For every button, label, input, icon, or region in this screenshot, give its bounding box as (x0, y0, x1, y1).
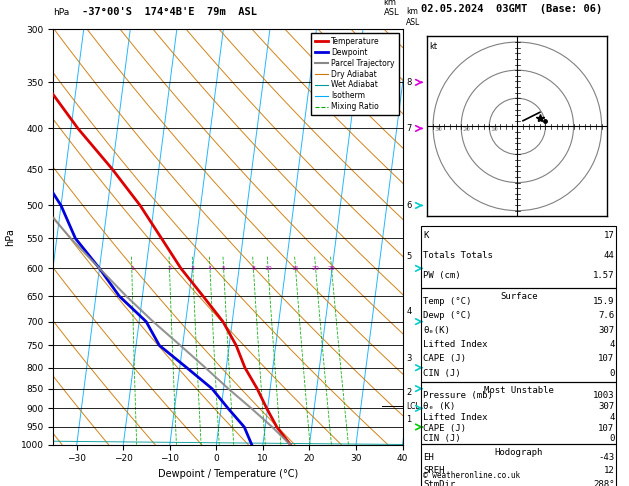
Text: 0: 0 (609, 369, 615, 378)
Text: 0: 0 (609, 434, 615, 443)
Text: SREH: SREH (423, 467, 445, 475)
Text: Hodograph: Hodograph (495, 448, 543, 457)
Text: 2: 2 (406, 388, 411, 397)
Text: 3: 3 (191, 266, 195, 271)
Legend: Temperature, Dewpoint, Parcel Trajectory, Dry Adiabat, Wet Adiabat, Isotherm, Mi: Temperature, Dewpoint, Parcel Trajectory… (311, 33, 399, 115)
Text: -43: -43 (598, 453, 615, 462)
Text: 1: 1 (406, 415, 411, 424)
Text: EH: EH (423, 453, 434, 462)
Text: Pressure (mb): Pressure (mb) (423, 391, 493, 400)
Text: Most Unstable: Most Unstable (484, 386, 554, 395)
Text: 4: 4 (406, 307, 411, 316)
Text: 44: 44 (604, 251, 615, 260)
Text: © weatheronline.co.uk: © weatheronline.co.uk (423, 471, 520, 480)
Text: Surface: Surface (500, 292, 538, 301)
Text: -37°00'S  174°4B'E  79m  ASL: -37°00'S 174°4B'E 79m ASL (82, 7, 257, 17)
Text: θₑ(K): θₑ(K) (423, 326, 450, 334)
Text: 30: 30 (435, 126, 442, 132)
Text: 4: 4 (208, 266, 212, 271)
Text: 02.05.2024  03GMT  (Base: 06): 02.05.2024 03GMT (Base: 06) (421, 3, 603, 14)
Text: 1.57: 1.57 (593, 271, 615, 279)
Text: 5: 5 (221, 266, 226, 271)
Text: 1003: 1003 (593, 391, 615, 400)
Text: 7.6: 7.6 (598, 311, 615, 320)
Text: 20: 20 (462, 126, 470, 132)
Text: LCL: LCL (406, 402, 420, 411)
Text: 4: 4 (609, 340, 615, 349)
Text: CAPE (J): CAPE (J) (423, 354, 466, 364)
Text: kt: kt (429, 42, 437, 51)
Text: K: K (423, 231, 429, 240)
Text: 1: 1 (130, 266, 134, 271)
Text: 4: 4 (609, 413, 615, 422)
Text: 8: 8 (406, 78, 411, 87)
X-axis label: Dewpoint / Temperature (°C): Dewpoint / Temperature (°C) (158, 469, 298, 479)
Text: Temp (°C): Temp (°C) (423, 296, 472, 306)
Text: CIN (J): CIN (J) (423, 369, 461, 378)
Text: CIN (J): CIN (J) (423, 434, 461, 443)
Text: 107: 107 (598, 423, 615, 433)
Text: 15: 15 (292, 266, 299, 271)
Text: 307: 307 (598, 402, 615, 411)
Text: km
ASL: km ASL (384, 0, 399, 17)
Bar (421, 382, 616, 444)
Text: 7: 7 (406, 124, 411, 133)
Text: Dewp (°C): Dewp (°C) (423, 311, 472, 320)
Bar (421, 288, 616, 382)
Text: 15.9: 15.9 (593, 296, 615, 306)
Text: 17: 17 (604, 231, 615, 240)
Text: Lifted Index: Lifted Index (423, 340, 488, 349)
Text: hPa: hPa (53, 8, 70, 17)
Bar (421, 444, 616, 486)
Text: StmDir: StmDir (423, 480, 455, 486)
Text: 8: 8 (252, 266, 255, 271)
Text: Totals Totals: Totals Totals (423, 251, 493, 260)
Text: 307: 307 (598, 326, 615, 334)
Text: 3: 3 (406, 354, 411, 364)
Text: 25: 25 (328, 266, 335, 271)
Text: 288°: 288° (593, 480, 615, 486)
Text: PW (cm): PW (cm) (423, 271, 461, 279)
Text: θₑ (K): θₑ (K) (423, 402, 455, 411)
Text: 5: 5 (406, 252, 411, 261)
Text: 12: 12 (604, 467, 615, 475)
Text: CAPE (J): CAPE (J) (423, 423, 466, 433)
Text: 20: 20 (312, 266, 320, 271)
Text: km
ASL: km ASL (406, 7, 421, 27)
Text: 2: 2 (167, 266, 172, 271)
Text: 107: 107 (598, 354, 615, 364)
Y-axis label: hPa: hPa (5, 228, 15, 246)
Text: 6: 6 (406, 201, 411, 210)
Text: 10: 10 (264, 266, 272, 271)
Text: Lifted Index: Lifted Index (423, 413, 488, 422)
Bar (421, 226, 616, 288)
Text: 10: 10 (491, 126, 498, 132)
